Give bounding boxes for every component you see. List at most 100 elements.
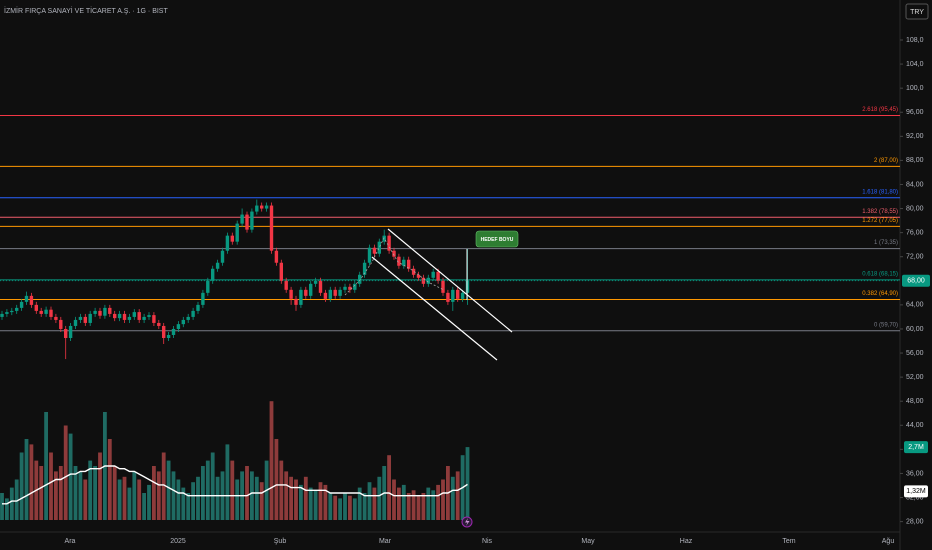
candle-body [98,310,102,316]
candle-body [304,289,308,296]
volume-bar [93,466,97,520]
y-tick-label: 48,00 [906,398,924,405]
volume-tag [904,441,928,454]
candle-body [215,262,220,269]
y-tick-label: 60,00 [906,326,924,333]
volume-tag-label: 2,7M [908,444,924,451]
candle-body [313,280,318,284]
volume-bar [88,460,93,520]
volume-bar [421,493,426,520]
volume-bar [387,455,391,520]
candle-body [113,313,117,319]
candle-body [5,312,9,314]
candle-body [274,250,279,263]
candle-body [181,319,185,325]
candle-body [34,304,38,311]
y-tick-label: 80,00 [906,205,924,212]
candle-body [29,295,34,305]
candle-body [436,271,440,281]
candle-body [426,277,430,284]
candle-body [456,289,460,299]
candle-body [64,328,68,338]
fib-label: 0.618 (68,15) [862,271,898,277]
candle-body [240,214,244,224]
volume-bar [191,482,195,520]
channel-lower [371,256,498,361]
candle-body [446,292,450,302]
fib-label: 1 (73,35) [874,240,898,246]
candle-body [93,310,97,314]
volume-bar [269,401,274,520]
fib-label: 2 (87,00) [874,158,898,164]
candle-body [441,280,445,293]
candle-body [211,268,215,281]
volume-bar [245,466,249,520]
volume-bar [250,471,254,520]
candle-body [19,301,24,308]
volume-bar [117,479,122,520]
candle-body [411,268,416,275]
volume-bar [73,466,78,520]
candle-body [196,304,200,311]
volume-bar [112,466,117,520]
volume-bar [44,412,48,520]
volume-bar [343,493,347,520]
volume-bar [107,439,112,520]
candle-body [431,271,435,278]
candle-body [24,295,29,302]
candle-body [206,280,210,293]
candle-body [382,235,386,242]
currency-button[interactable] [905,3,929,20]
volume-bar [411,490,416,520]
volume-bar [367,482,372,520]
y-tick-label: 28,00 [906,518,924,525]
candle-body [201,292,205,305]
y-tick-label: 100,0 [906,85,924,92]
volume-bar [210,452,215,520]
currency-label: TRY [910,9,924,16]
volume-bar [441,479,445,520]
volume-bar [137,479,142,520]
volume-bar [294,479,298,520]
x-tick-label: 2025 [170,538,186,545]
candle-body [387,235,391,251]
candle-body [250,211,254,230]
volume-bar [19,452,24,520]
candle-body [78,316,83,320]
volume-bar [98,452,102,520]
candle-body [451,289,455,302]
volume-bar [132,471,137,520]
candle-body [68,325,73,338]
volume-bar [58,466,63,520]
candle-body [416,274,421,278]
volume-bar [450,476,455,520]
candle-body [157,322,161,326]
volume-bar [147,484,151,520]
candle-body [362,262,367,275]
volume-bar [338,498,342,520]
chart-title: İZMİR FIRÇA SANAYİ VE TİCARET A.Ş. · 1G … [4,6,168,15]
fib-label: 1.272 (77,05) [862,218,898,224]
candle-body [88,313,92,323]
candle-body [10,310,14,313]
y-tick-label: 92,00 [906,133,924,140]
x-tick-label: Tem [782,538,795,545]
volume-bar [416,495,421,520]
volume-bar [161,452,166,520]
fib-label: 0 (59,70) [874,322,898,328]
candle-body [245,214,249,230]
candle-body [137,312,141,320]
x-tick-label: Ağu [882,538,895,545]
volume-bar [215,476,220,520]
candle-body [284,280,288,290]
volume-bar [348,495,352,520]
candle-body [397,256,401,266]
volume-bar [122,476,127,520]
volume-bar [465,447,470,520]
volume-bar [352,498,357,520]
candle-body [152,315,156,323]
volume-bar [39,466,44,520]
volume-bar [431,490,436,520]
volume-bar [392,479,396,520]
